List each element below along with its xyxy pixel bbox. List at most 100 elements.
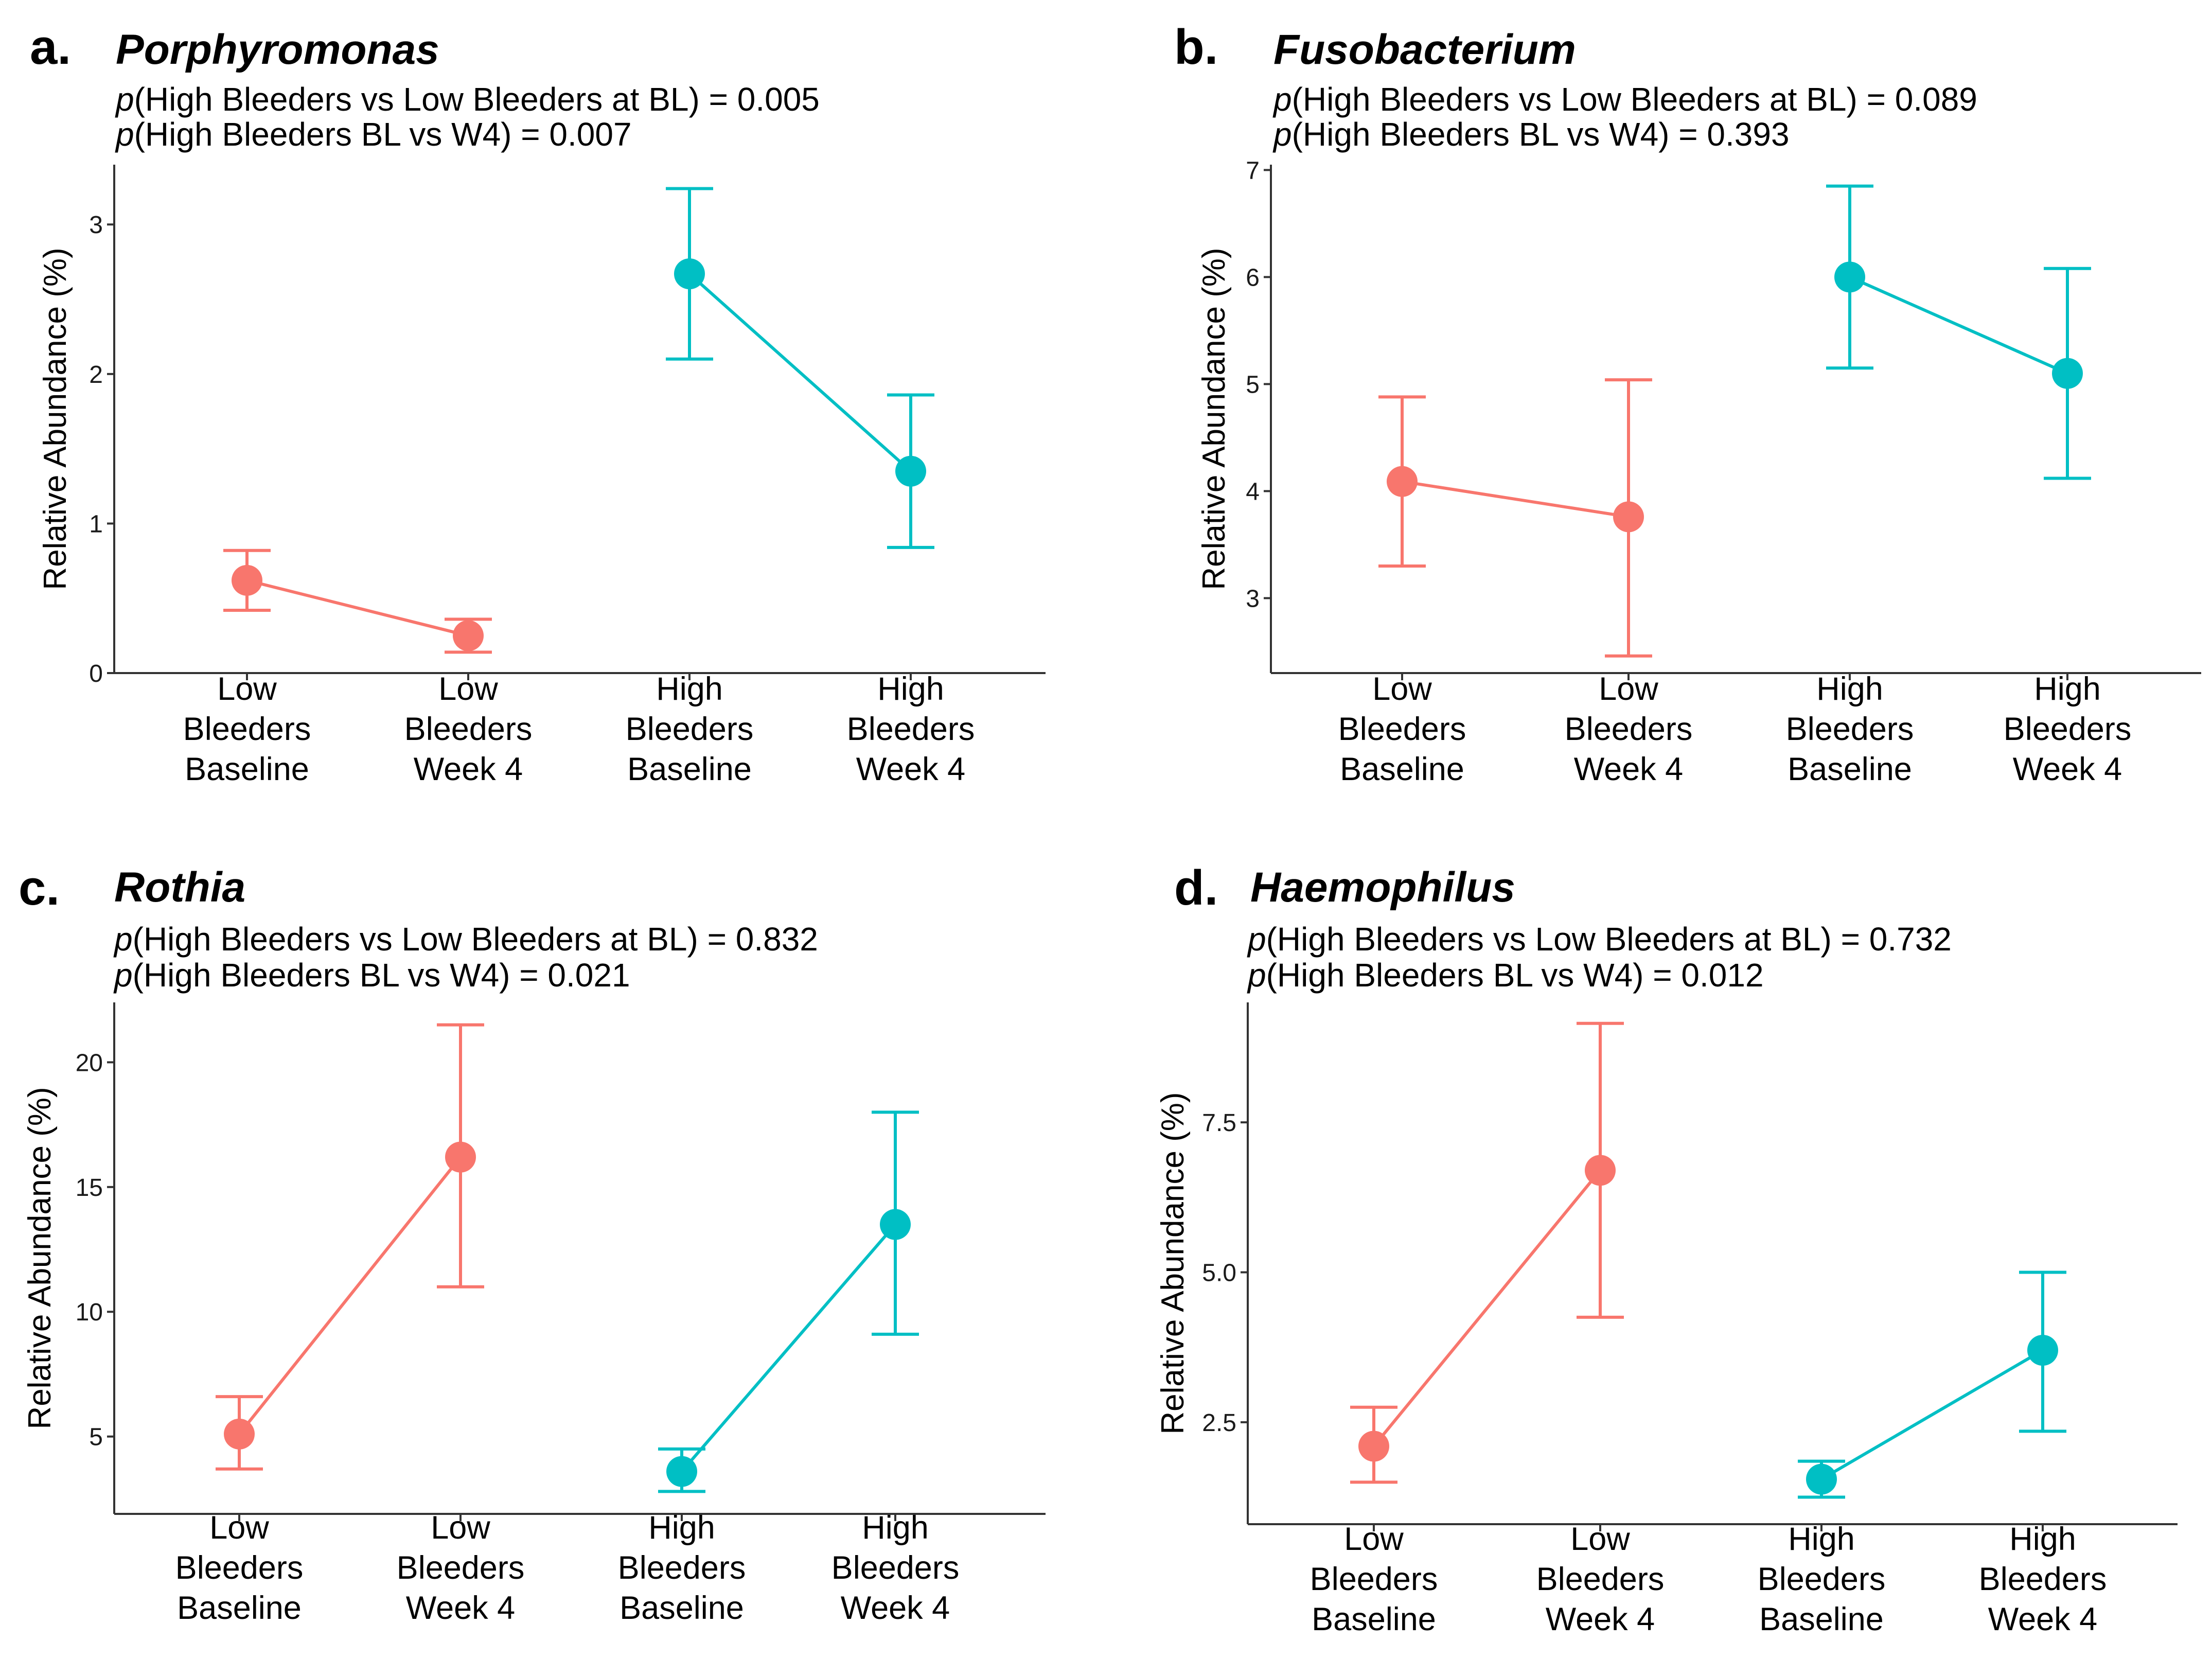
- y-tick-label: 3: [1246, 585, 1260, 612]
- x-tick-label: Bleeders: [618, 1550, 746, 1586]
- x-tick-label: Bleeders: [2004, 711, 2132, 747]
- panel-b: b. Fusobacterium p(High Bleeders vs Low Bl…: [1174, 20, 2201, 787]
- x-tick-label: Bleeders: [831, 1550, 960, 1586]
- panel-d: d. Haemophilus p(High Bleeders vs Low Blee…: [1155, 860, 2178, 1637]
- data-point: [453, 620, 484, 651]
- data-point: [224, 1418, 255, 1450]
- data-point: [1613, 501, 1644, 533]
- p-value-line: p(High Bleeders BL vs W4) = 0.012: [1247, 957, 1764, 994]
- x-tick-label: Bleeders: [1565, 711, 1693, 747]
- p-symbol: p: [115, 116, 134, 153]
- x-tick-label: Low: [1344, 1521, 1404, 1557]
- p-symbol: p: [1272, 116, 1292, 153]
- x-tick-label: Baseline: [1340, 751, 1464, 787]
- series-line: [680, 1223, 897, 1473]
- x-tick-label: Bleeders: [175, 1550, 304, 1586]
- series-low-bleeders: [216, 1023, 484, 1471]
- data-point: [880, 1209, 911, 1240]
- x-tick-label: Baseline: [1788, 751, 1912, 787]
- p-symbol: p: [1247, 957, 1266, 994]
- x-tick-label: Bleeders: [1786, 711, 1914, 747]
- x-tick-label: Bleeders: [1310, 1561, 1438, 1597]
- y-axis-title: Relative Abundance (%): [38, 248, 73, 590]
- y-tick-label: 10: [76, 1299, 103, 1326]
- x-tick-label: Low: [438, 671, 498, 707]
- p-value-line: p(High Bleeders vs Low Bleeders at BL) =…: [113, 921, 818, 958]
- p-symbol: p: [1247, 921, 1266, 958]
- y-axis-title: Relative Abundance (%): [1196, 248, 1232, 590]
- panel-letter: a.: [30, 20, 71, 75]
- x-tick-label: High: [862, 1510, 929, 1546]
- p-value-line: p(High Bleeders BL vs W4) = 0.393: [1272, 116, 1790, 153]
- x-tick-label: Bleeders: [397, 1550, 525, 1586]
- p-value-text: (High Bleeders vs Low Bleeders at BL) = …: [1292, 81, 1977, 118]
- series-line: [688, 272, 912, 472]
- y-tick-label: 15: [76, 1174, 103, 1202]
- panel-title: Porphyromonas: [116, 26, 439, 73]
- p-value-line: p(High Bleeders BL vs W4) = 0.021: [113, 957, 630, 994]
- series-high-bleeders: [666, 187, 934, 549]
- x-tick-label: Baseline: [620, 1590, 744, 1626]
- x-tick-label: Week 4: [841, 1590, 950, 1626]
- y-tick-label: 5.0: [1202, 1259, 1236, 1286]
- x-tick-label: High: [656, 671, 723, 707]
- x-tick-label: Bleeders: [626, 711, 754, 747]
- y-tick-label: 20: [76, 1049, 103, 1076]
- x-tick-label: Week 4: [406, 1590, 515, 1626]
- series-line: [1402, 480, 1629, 519]
- p-symbol: p: [1272, 81, 1292, 118]
- data-point: [2052, 358, 2083, 389]
- series-line: [238, 1156, 462, 1435]
- data-point: [1806, 1463, 1837, 1495]
- p-symbol: p: [115, 81, 134, 118]
- series-low-bleeders: [223, 549, 492, 654]
- y-tick-label: 6: [1246, 264, 1260, 291]
- x-tick-label: Bleeders: [1758, 1561, 1886, 1597]
- x-tick-label: Week 4: [1988, 1601, 2097, 1637]
- x-tick-label: Low: [1570, 1521, 1630, 1557]
- series-high-bleeders: [1798, 1270, 2066, 1499]
- p-value-line: p(High Bleeders vs Low Bleeders at BL) =…: [1247, 921, 1952, 958]
- x-tick-label: Week 4: [414, 751, 523, 787]
- y-tick-label: 0: [89, 660, 103, 687]
- data-point: [895, 455, 926, 487]
- y-tick-label: 2.5: [1202, 1409, 1236, 1437]
- data-point: [1834, 261, 1865, 293]
- x-tick-label: Low: [431, 1510, 490, 1546]
- x-tick-label: Week 4: [1574, 751, 1683, 787]
- y-tick-label: 5: [89, 1424, 103, 1451]
- series-low-bleeders: [1378, 378, 1652, 658]
- data-point: [674, 258, 705, 290]
- panel-title: Fusobacterium: [1273, 26, 1576, 73]
- x-tick-label: Week 4: [856, 751, 965, 787]
- x-tick-label: Baseline: [1759, 1601, 1884, 1637]
- x-tick-label: Low: [1372, 671, 1432, 707]
- x-tick-label: Bleeders: [1536, 1561, 1665, 1597]
- series-line: [1372, 1169, 1602, 1448]
- panel-title: Haemophilus: [1250, 864, 1515, 911]
- x-tick-label: Low: [217, 671, 277, 707]
- data-point: [232, 564, 262, 596]
- data-point: [1585, 1155, 1616, 1186]
- x-tick-label: Baseline: [1312, 1601, 1436, 1637]
- panel-a: a. Porphyromonas p(High Bleeders vs Low Bl…: [30, 20, 1046, 787]
- x-tick-label: Week 4: [2013, 751, 2122, 787]
- y-tick-label: 4: [1246, 478, 1260, 505]
- series-low-bleeders: [1350, 1021, 1624, 1484]
- panel-title: Rothia: [114, 864, 245, 911]
- series-high-bleeders: [658, 1110, 919, 1493]
- y-tick-label: 1: [89, 510, 103, 538]
- p-value-text: (High Bleeders BL vs W4) = 0.393: [1292, 116, 1790, 153]
- x-tick-label: High: [877, 671, 944, 707]
- x-tick-label: Baseline: [177, 1590, 302, 1626]
- x-tick-label: Baseline: [627, 751, 752, 787]
- p-value-line: p(High Bleeders vs Low Bleeders at BL) =…: [115, 81, 820, 118]
- series-high-bleeders: [1826, 184, 2091, 480]
- p-value-line: p(High Bleeders BL vs W4) = 0.007: [115, 116, 632, 153]
- x-tick-label: Baseline: [185, 751, 309, 787]
- x-tick-label: High: [2034, 671, 2101, 707]
- x-tick-label: Bleeders: [1979, 1561, 2107, 1597]
- panel-letter: d.: [1174, 860, 1218, 915]
- p-symbol: p: [113, 921, 133, 958]
- y-axis-title: Relative Abundance (%): [1155, 1092, 1191, 1434]
